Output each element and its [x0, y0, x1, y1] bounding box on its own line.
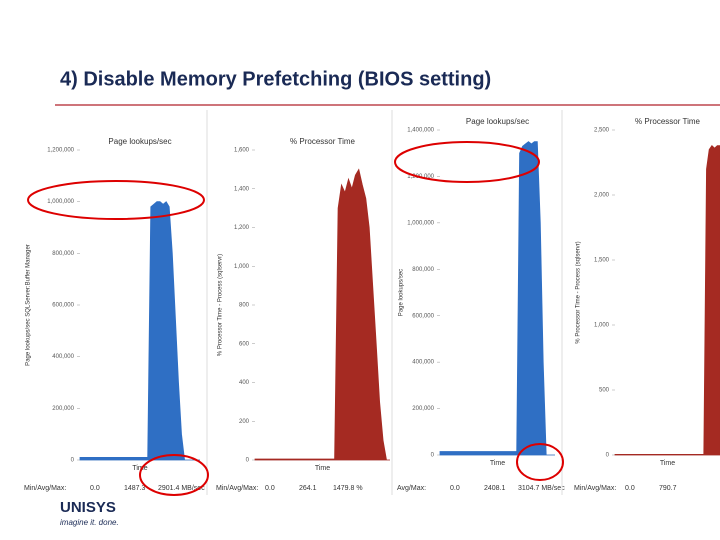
stats-label: Avg/Max:: [397, 485, 426, 492]
y-tick-label: 1,400: [234, 186, 250, 192]
y-tick-label: 800,000: [412, 267, 434, 273]
chart-title: % Processor Time: [290, 137, 355, 146]
y-tick-label: 1,000: [594, 323, 610, 329]
highlight: [139, 454, 209, 496]
charts: Page lookups/sec Page lookups/sec SQLServ…: [24, 110, 720, 495]
stat-value: 0.0: [625, 485, 635, 492]
highlight: [394, 141, 540, 183]
highlight: [27, 180, 205, 220]
stats-label: Min/Avg/Max:: [216, 485, 258, 492]
chart-title: Page lookups/sec: [108, 137, 171, 146]
y-tick-label: 0: [71, 458, 75, 464]
y-tick-label: 0: [246, 458, 250, 464]
area: [254, 168, 390, 461]
y-tick-label: 200,000: [412, 406, 434, 412]
y-tick-label: 600,000: [412, 313, 434, 319]
stat-value: 790.7: [659, 485, 677, 492]
stat-value: 3104.7 MB/sec: [518, 485, 565, 492]
area: [614, 144, 720, 456]
y-tick-label: 1,000,000: [407, 220, 434, 226]
chart-title: Page lookups/sec: [466, 117, 529, 126]
y-tick-label: 2,500: [594, 128, 610, 134]
y-tick-label: 600,000: [52, 303, 74, 309]
y-tick-label: 2,000: [594, 193, 610, 199]
stat-value: 1487.3: [124, 485, 146, 492]
x-axis-label: Time: [660, 460, 675, 467]
x-axis-label: Time: [132, 465, 147, 472]
stats-label: Min/Avg/Max:: [24, 485, 66, 492]
y-tick-label: 800: [239, 303, 250, 309]
stat-value: 1479.8 %: [333, 485, 363, 492]
y-tick-label: 600: [239, 341, 250, 347]
y-tick-label: 1,200,000: [47, 148, 74, 154]
y-tick-label: 200,000: [52, 406, 74, 412]
y-tick-label: 500: [599, 388, 610, 394]
y-tick-label: 0: [431, 453, 435, 459]
y-tick-label: 1,500: [594, 258, 610, 264]
x-axis-label: Time: [315, 465, 330, 472]
y-tick-label: 400: [239, 380, 250, 386]
tagline: imagine it. done.: [60, 518, 119, 527]
stat-value: 0.0: [90, 485, 100, 492]
stat-value: 0.0: [265, 485, 275, 492]
y-tick-label: 1,000: [234, 264, 250, 270]
stat-value: 2901.4 MB/sec: [158, 485, 205, 492]
y-axis-label: % Processor Time - Process (sqlservr): [576, 241, 582, 343]
y-tick-label: 400,000: [412, 360, 434, 366]
y-axis-label: % Processor Time - Process (sqlservr): [218, 254, 224, 356]
y-tick-label: 200: [239, 419, 250, 425]
x-axis-label: Time: [490, 460, 505, 467]
stats-label: Min/Avg/Max:: [574, 485, 616, 492]
area: [79, 201, 200, 461]
y-tick-label: 1,200: [234, 225, 250, 231]
y-tick-label: 1,000,000: [47, 199, 74, 205]
stat-value: 264.1: [299, 485, 317, 492]
y-axis-label: Page lookups/sec SQLServer:Buffer Manage…: [26, 244, 32, 366]
logo: UNISYS: [60, 499, 116, 516]
y-tick-label: 800,000: [52, 251, 74, 257]
highlight: [516, 443, 564, 481]
slide-title: 4) Disable Memory Prefetching (BIOS sett…: [60, 68, 491, 90]
y-tick-label: 0: [606, 453, 610, 459]
y-axis-label: Page lookups/sec: [399, 269, 405, 316]
chart-title: % Processor Time: [635, 117, 700, 126]
y-tick-label: 400,000: [52, 354, 74, 360]
stat-value: 2408.1: [484, 485, 506, 492]
y-tick-label: 1,400,000: [407, 128, 434, 134]
y-tick-label: 1,600: [234, 148, 250, 154]
stat-value: 0.0: [450, 485, 460, 492]
area: [439, 141, 555, 456]
